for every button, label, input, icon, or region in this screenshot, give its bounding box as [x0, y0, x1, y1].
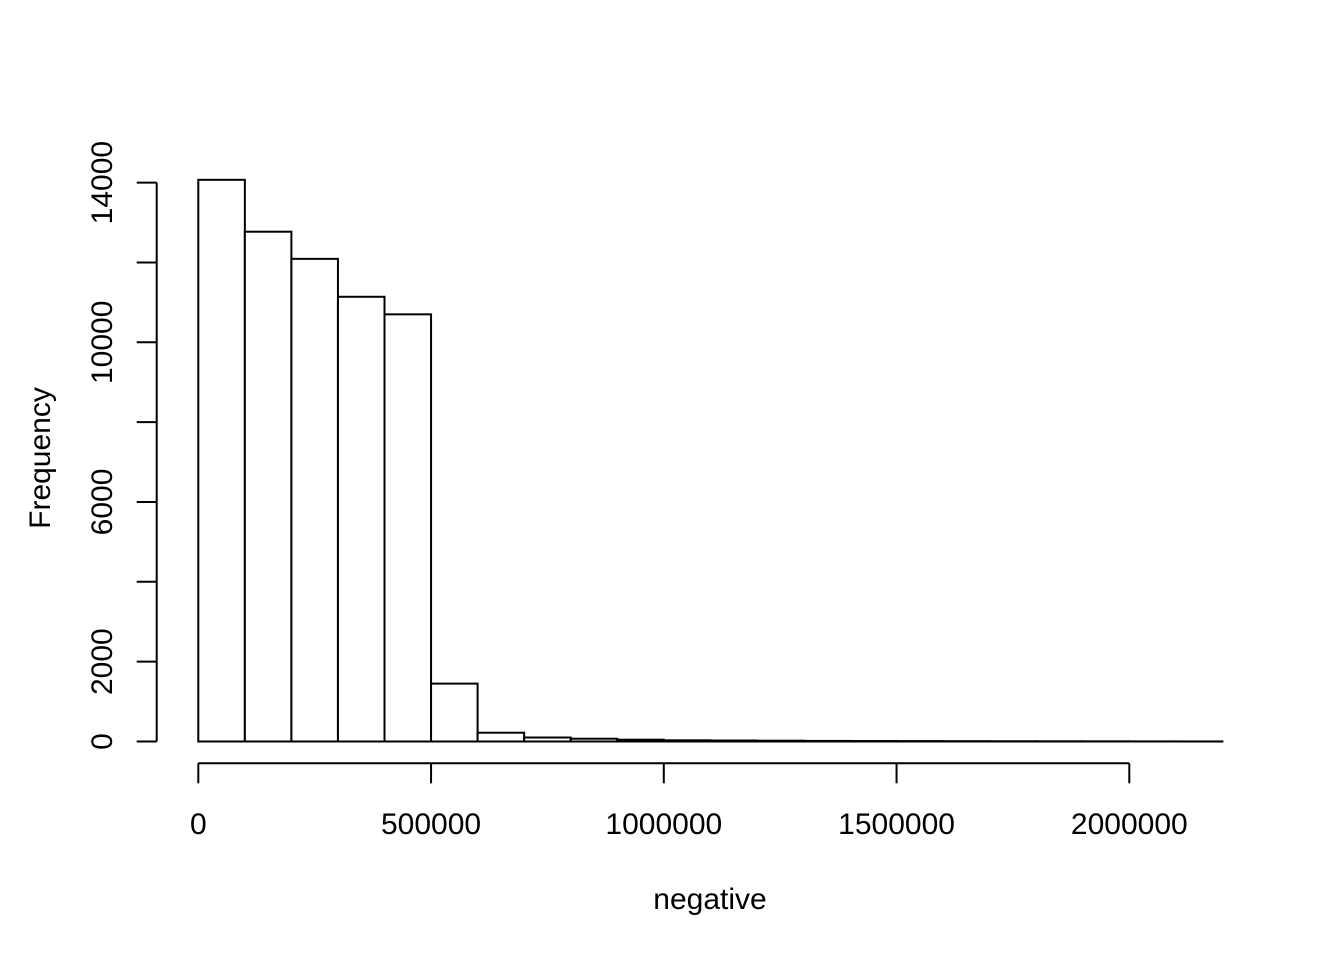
histogram-bar [662, 739, 712, 743]
histogram-bar [709, 739, 758, 743]
y-axis-title: Frequency [24, 387, 57, 529]
y-axis: 0 2000 6000 10000 14000 [86, 141, 158, 750]
histogram-bar [569, 737, 619, 743]
x-tick-label: 0 [190, 808, 207, 841]
histogram-bar [430, 682, 479, 743]
y-tick-label: 2000 [86, 628, 119, 695]
histogram-bar [336, 295, 386, 743]
histogram-bar [802, 739, 852, 743]
y-tick-label: 14000 [86, 141, 119, 224]
bars-group [197, 178, 1224, 743]
histogram-bar [383, 313, 433, 743]
histogram-bar [616, 738, 665, 743]
x-tick-label: 1500000 [838, 808, 955, 841]
histogram-bar [476, 731, 526, 743]
histogram-bar [523, 736, 572, 743]
x-tick-label: 1000000 [605, 808, 722, 841]
histogram-bar [290, 257, 339, 743]
x-tick-label: 2000000 [1071, 808, 1188, 841]
y-tick-label: 10000 [86, 301, 119, 384]
histogram-bar [243, 230, 293, 743]
x-axis-title: negative [653, 883, 766, 916]
y-tick-label: 0 [86, 733, 119, 750]
y-tick-label: 6000 [86, 469, 119, 536]
x-axis: 0 500000 1000000 1500000 2000000 [190, 762, 1188, 841]
x-tick-label: 500000 [381, 808, 481, 841]
histogram-bar [197, 178, 246, 743]
histogram-bar [755, 739, 805, 743]
